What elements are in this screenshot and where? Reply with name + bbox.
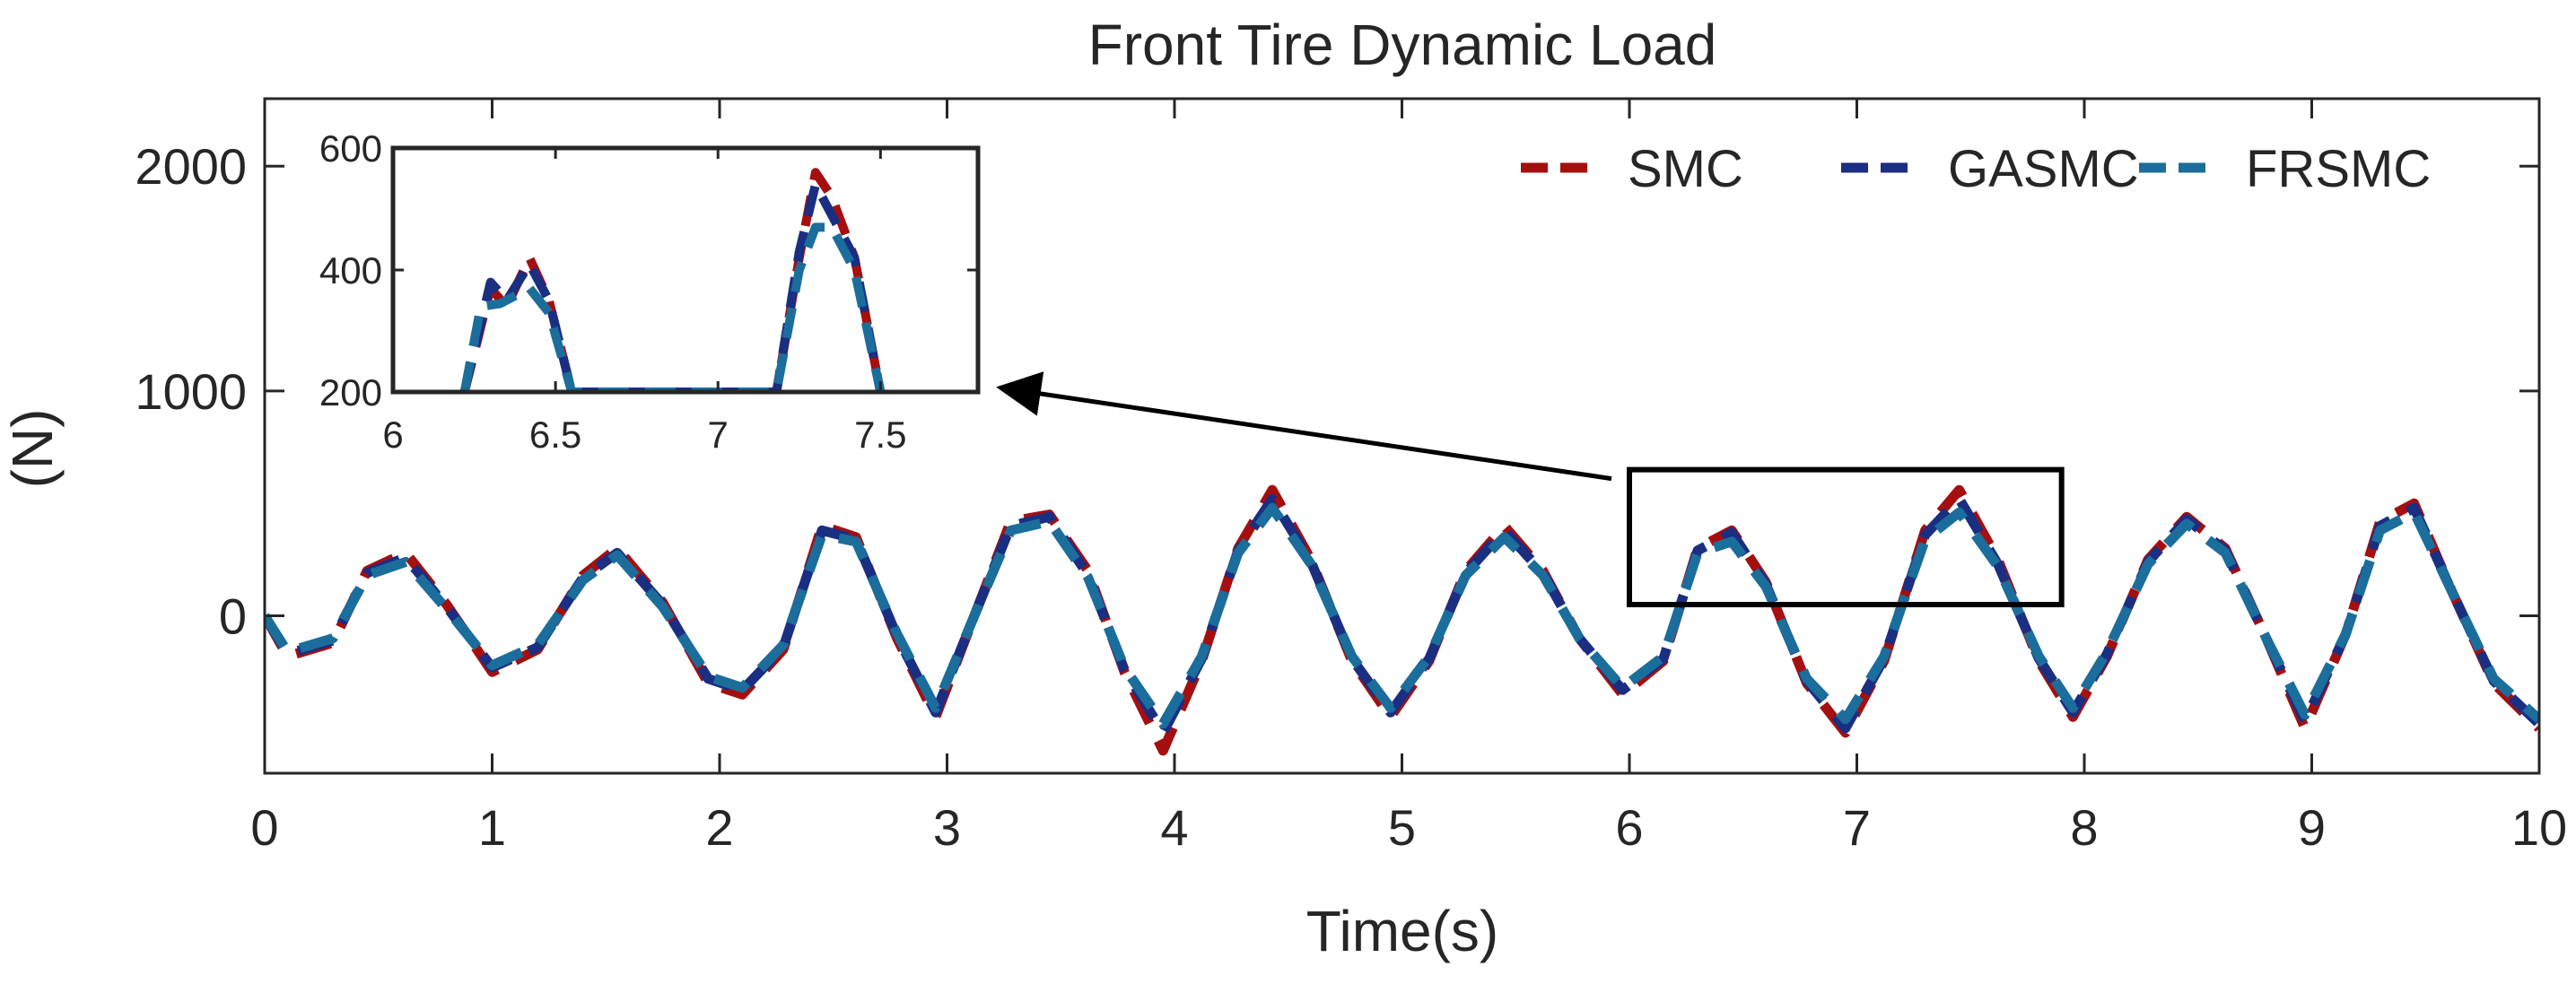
inset-series-line-frsmc [459, 222, 886, 392]
y-tick-label: 0 [219, 588, 247, 645]
legend-label: SMC [1628, 140, 1743, 198]
inset-y-tick-label: 600 [319, 127, 382, 170]
legend-label: GASMC [1948, 140, 2139, 198]
chart-title: Front Tire Dynamic Load [1088, 13, 1717, 77]
x-axis: 0 1 2 3 4 5 6 7 8 9 10 [250, 99, 2567, 856]
y-axis-label: (N) [0, 409, 65, 489]
main-series-group [265, 484, 2539, 756]
y-tick-label: 2000 [135, 138, 247, 195]
x-axis-label: Time(s) [1306, 899, 1498, 963]
zoom-region-box [1627, 466, 2065, 607]
inset-series-line-smc [459, 168, 886, 392]
x-tick-label: 6 [1615, 799, 1643, 856]
inset-series-group [459, 168, 886, 392]
inset-y-tick-label: 400 [319, 249, 382, 292]
inset-x-tick-label: 7 [708, 414, 729, 456]
legend-label: FRSMC [2246, 140, 2431, 198]
inset-y-axis: 200 400 600 [319, 127, 978, 414]
legend: SMC GASMC FRSMC [1521, 140, 2431, 198]
zoom-rectangle [1627, 466, 2065, 607]
inset-x-tick-label: 6 [382, 414, 403, 456]
inset-y-tick-label: 200 [319, 371, 382, 414]
x-tick-label: 7 [1843, 799, 1871, 856]
y-axis: 0 1000 2000 [135, 138, 2539, 645]
x-tick-label: 2 [705, 799, 733, 856]
x-tick-label: 10 [2511, 799, 2567, 856]
x-tick-label: 8 [2070, 799, 2098, 856]
x-tick-label: 4 [1160, 799, 1188, 856]
x-tick-label: 0 [250, 799, 278, 856]
x-tick-label: 5 [1388, 799, 1416, 856]
x-tick-label: 3 [933, 799, 961, 856]
inset-plot-area [393, 148, 978, 392]
series-line-frsmc [265, 502, 2539, 729]
x-tick-label: 9 [2298, 799, 2326, 856]
x-tick-label: 1 [478, 799, 506, 856]
inset-x-axis: 6 6.5 7 7.5 [382, 148, 907, 456]
inset-x-tick-label: 6.5 [529, 414, 581, 456]
zoom-arrow [996, 371, 1612, 482]
inset-x-tick-label: 7.5 [854, 414, 906, 456]
inset-series-line-gasmc [459, 179, 886, 392]
y-tick-label: 1000 [135, 363, 247, 420]
